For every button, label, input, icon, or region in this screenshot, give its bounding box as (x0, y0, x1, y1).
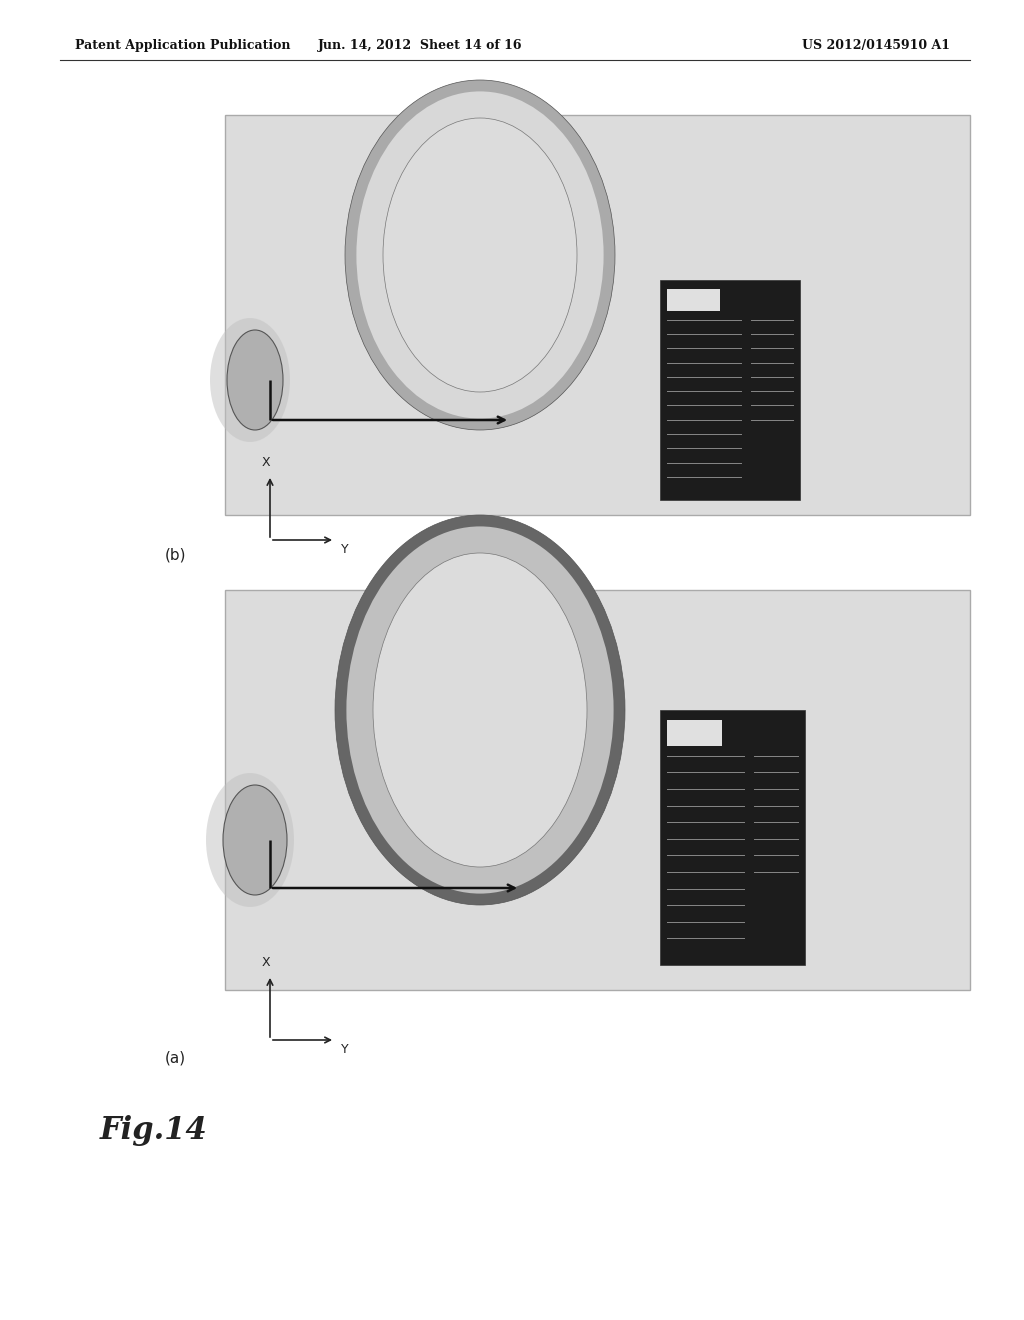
Ellipse shape (345, 81, 615, 430)
Ellipse shape (335, 515, 625, 906)
Text: Patent Application Publication: Patent Application Publication (75, 38, 291, 51)
Ellipse shape (356, 91, 603, 418)
Ellipse shape (373, 553, 587, 867)
Bar (668, 721, 722, 746)
Text: Jun. 14, 2012  Sheet 14 of 16: Jun. 14, 2012 Sheet 14 of 16 (317, 38, 522, 51)
Text: X: X (262, 455, 270, 469)
Ellipse shape (206, 774, 294, 907)
Bar (225, 590, 970, 990)
Text: Y: Y (341, 543, 348, 556)
Ellipse shape (346, 527, 613, 894)
Bar (660, 710, 805, 965)
Text: Fig.14: Fig.14 (100, 1114, 208, 1146)
Ellipse shape (383, 117, 577, 392)
Ellipse shape (210, 318, 290, 442)
Bar (667, 289, 720, 310)
Text: Y: Y (341, 1043, 348, 1056)
Bar (225, 115, 970, 515)
Text: X: X (262, 956, 270, 969)
Ellipse shape (227, 330, 283, 430)
Text: (a): (a) (165, 1051, 185, 1065)
Text: (b): (b) (164, 548, 185, 562)
Text: US 2012/0145910 A1: US 2012/0145910 A1 (802, 38, 950, 51)
Bar (660, 280, 800, 500)
Ellipse shape (223, 785, 287, 895)
